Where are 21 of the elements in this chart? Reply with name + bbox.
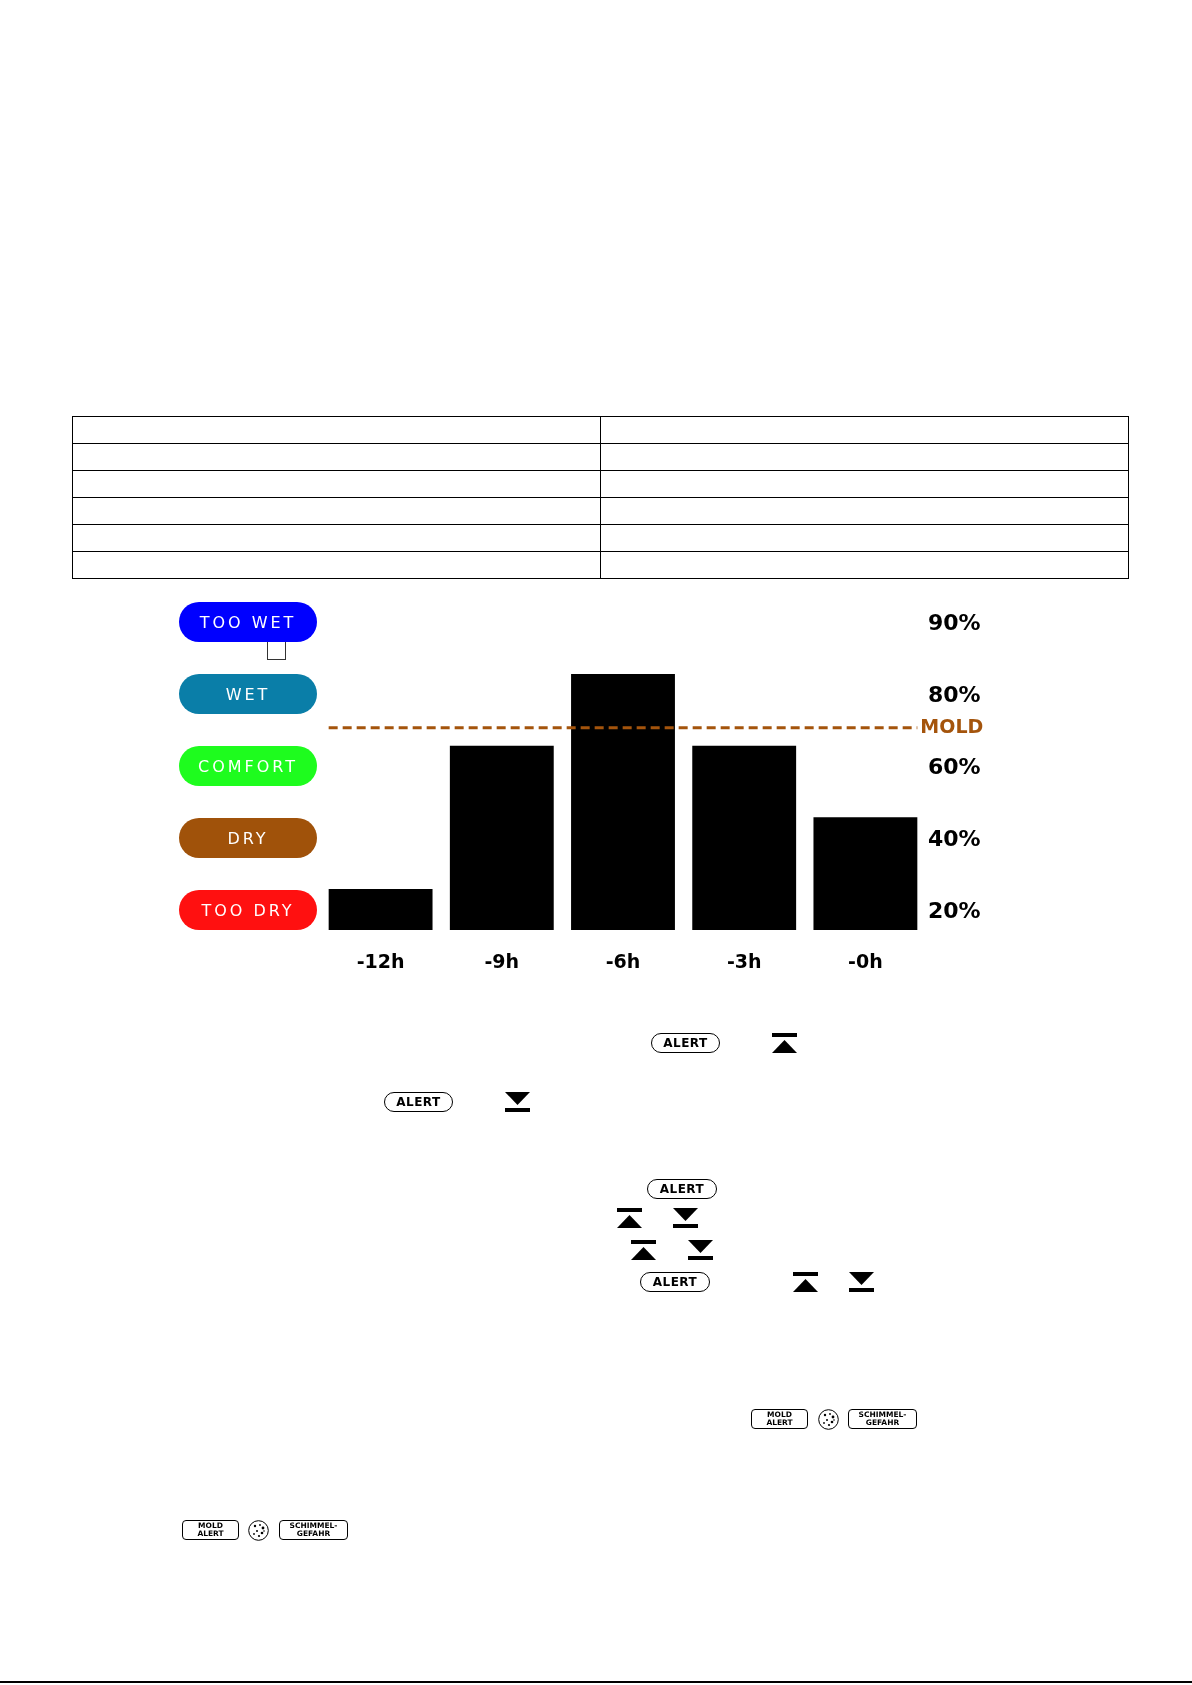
pill-badge: COMFORT xyxy=(179,746,317,786)
bar xyxy=(449,745,554,930)
bar xyxy=(692,745,797,930)
text: 60% xyxy=(928,753,981,779)
ref-line-label: MOLD xyxy=(920,714,984,737)
text: 90% xyxy=(928,609,981,635)
pill-badge: TOO DRY xyxy=(179,890,317,930)
bar xyxy=(328,889,433,930)
x-tick-label: -6h xyxy=(605,950,641,973)
text: 40% xyxy=(928,825,981,851)
text: 20% xyxy=(928,897,981,923)
bar xyxy=(571,674,675,930)
x-tick-label: -0h xyxy=(848,950,883,973)
pill-badge: DRY xyxy=(179,818,317,858)
x-tick-label: -12h xyxy=(356,950,405,973)
x-tick-label: -3h xyxy=(726,950,762,973)
bar xyxy=(813,817,918,930)
text: 80% xyxy=(928,681,981,707)
x-tick-label: -9h xyxy=(484,950,520,973)
pill-badge: TOO WET xyxy=(179,602,317,642)
pill-badge: WET xyxy=(179,674,317,714)
